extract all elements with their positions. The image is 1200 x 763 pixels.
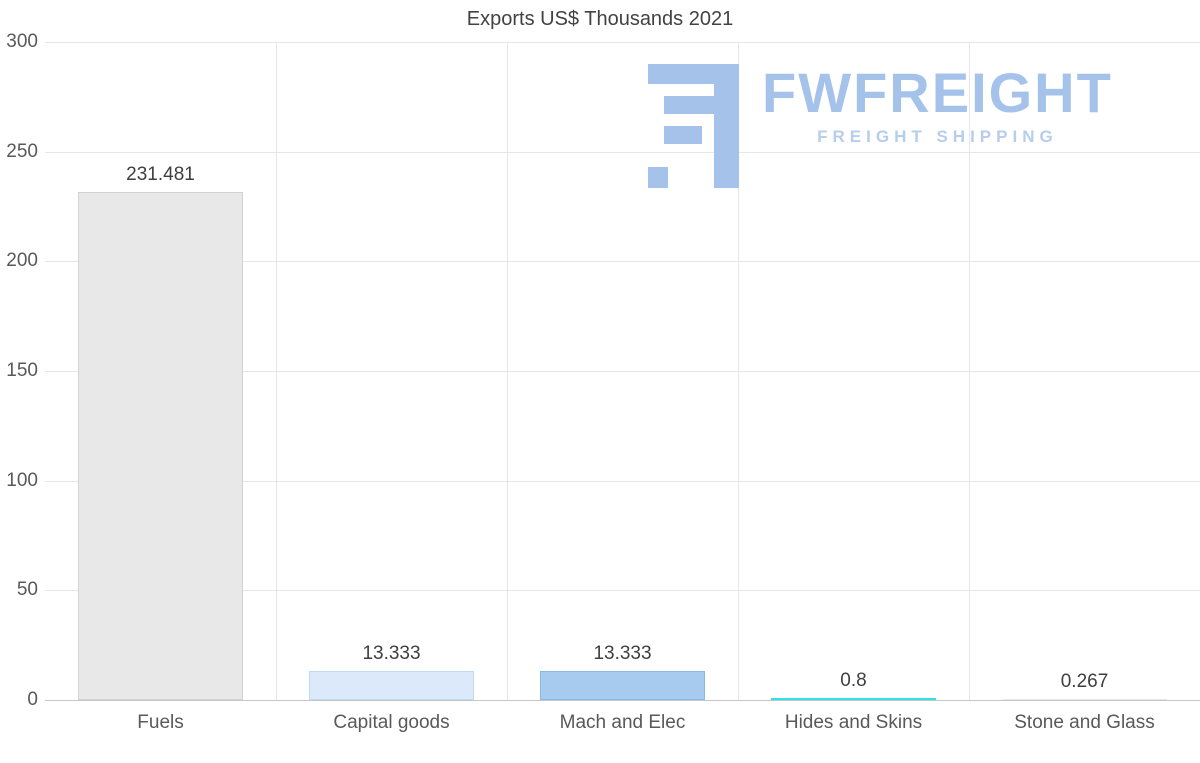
v-gridline xyxy=(969,42,970,700)
y-tick-label: 150 xyxy=(6,360,38,381)
fwfreight-logo-icon xyxy=(648,64,739,188)
y-tick-label: 50 xyxy=(16,579,38,601)
y-tick-label: 0 xyxy=(27,689,38,710)
brand-text-block: FWFREIGHT FREIGHT SHIPPING xyxy=(762,61,1113,147)
v-gridline xyxy=(738,42,739,700)
h-gridline xyxy=(45,261,1200,263)
bar-value-label: 0.267 xyxy=(1060,671,1109,693)
y-tick-label: 100 xyxy=(6,469,38,491)
bar-mach-and-elec xyxy=(539,670,706,700)
x-axis-label: Capital goods xyxy=(333,712,450,733)
bar-hides-and-skins xyxy=(770,698,937,700)
bar-capital-goods xyxy=(308,670,475,700)
v-gridline xyxy=(507,42,508,700)
h-gridline xyxy=(45,42,1200,43)
v-gridline xyxy=(276,42,277,700)
y-tick-label: 250 xyxy=(6,140,38,162)
x-axis-label: Fuels xyxy=(137,712,184,733)
x-axis-label: Mach and Elec xyxy=(559,712,686,733)
bar-stone-and-glass xyxy=(1001,699,1168,700)
h-gridline xyxy=(45,151,1200,153)
x-axis-label: Hides and Skins xyxy=(784,712,923,733)
x-axis-label: Stone and Glass xyxy=(1014,712,1155,733)
bar-fuels xyxy=(77,192,244,700)
bar-value-label: 231.481 xyxy=(126,164,195,186)
h-gridline xyxy=(45,590,1200,592)
h-gridline xyxy=(45,371,1200,372)
bar-value-label: 13.333 xyxy=(362,642,421,664)
bar-value-label: 0.8 xyxy=(840,670,867,692)
brand-name: FWFREIGHT xyxy=(762,61,1113,124)
h-gridline xyxy=(45,480,1200,482)
brand-tagline: FREIGHT SHIPPING xyxy=(817,126,1058,146)
brand-watermark: FWFREIGHT FREIGHT SHIPPING xyxy=(648,61,1113,188)
x-axis-line xyxy=(45,700,1200,701)
plot-area: 231.481 13.333 13.333 0.8 0.267 xyxy=(45,42,1200,701)
y-tick-label: 300 xyxy=(6,31,38,52)
bar-value-label: 13.333 xyxy=(593,642,652,664)
y-tick-label: 200 xyxy=(6,250,38,272)
chart-title: Exports US$ Thousands 2021 xyxy=(466,8,734,30)
